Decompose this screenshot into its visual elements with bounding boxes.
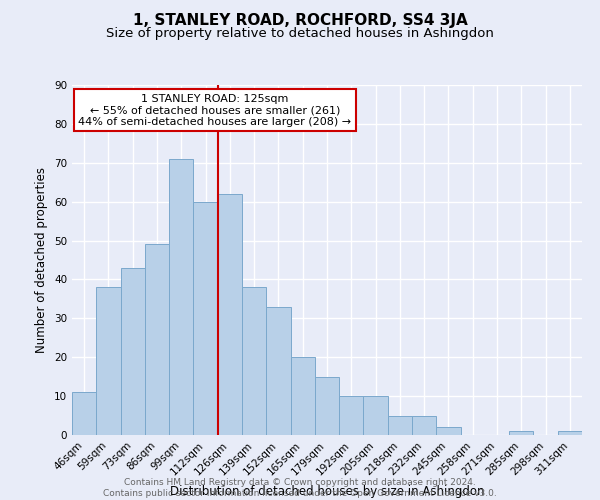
Bar [364, 396, 388, 435]
Bar [193, 202, 218, 435]
Bar [218, 194, 242, 435]
Bar [436, 427, 461, 435]
Text: 1 STANLEY ROAD: 125sqm
← 55% of detached houses are smaller (261)
44% of semi-de: 1 STANLEY ROAD: 125sqm ← 55% of detached… [78, 94, 352, 127]
Bar [388, 416, 412, 435]
Text: Size of property relative to detached houses in Ashingdon: Size of property relative to detached ho… [106, 28, 494, 40]
Bar [558, 431, 582, 435]
Bar [412, 416, 436, 435]
Bar [339, 396, 364, 435]
Bar [121, 268, 145, 435]
Bar [72, 392, 96, 435]
Bar [242, 287, 266, 435]
Bar [290, 357, 315, 435]
Text: 1, STANLEY ROAD, ROCHFORD, SS4 3JA: 1, STANLEY ROAD, ROCHFORD, SS4 3JA [133, 12, 467, 28]
Bar [145, 244, 169, 435]
Bar [266, 306, 290, 435]
X-axis label: Distribution of detached houses by size in Ashingdon: Distribution of detached houses by size … [170, 485, 484, 498]
Bar [315, 376, 339, 435]
Bar [509, 431, 533, 435]
Y-axis label: Number of detached properties: Number of detached properties [35, 167, 49, 353]
Bar [96, 287, 121, 435]
Text: Contains HM Land Registry data © Crown copyright and database right 2024.
Contai: Contains HM Land Registry data © Crown c… [103, 478, 497, 498]
Bar [169, 159, 193, 435]
